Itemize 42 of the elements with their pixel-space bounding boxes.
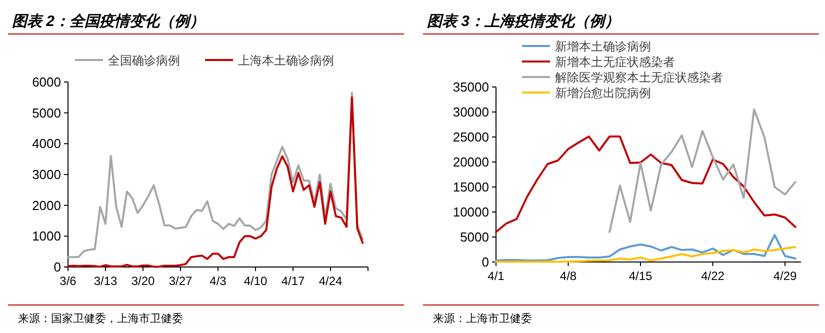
x-tick-label: 3/13	[94, 274, 118, 288]
x-tick-label: 3/20	[131, 274, 155, 288]
x-tick-label: 4/29	[773, 269, 797, 283]
x-tick-label: 4/1	[488, 269, 505, 283]
y-tick-label: 25000	[452, 130, 489, 144]
x-tick-label: 4/17	[281, 274, 305, 288]
legend-label: 全国确诊病例	[108, 54, 180, 68]
y-tick-label: 5000	[460, 230, 489, 244]
y-tick-label: 3000	[32, 167, 61, 182]
y-tick-label: 35000	[452, 80, 489, 94]
y-tick-label: 5000	[32, 105, 61, 120]
legend-label: 新增本土确诊病例	[555, 40, 651, 54]
x-tick-label: 4/10	[244, 274, 268, 288]
x-tick-label: 3/27	[168, 274, 192, 288]
y-tick-label: 4000	[32, 136, 61, 152]
y-tick-label: 2000	[32, 198, 61, 213]
legend-label: 新增本土无症状感染者	[555, 55, 675, 69]
y-tick-label: 0	[54, 260, 61, 274]
y-tick-label: 6000	[32, 74, 61, 90]
source-note: 来源：上海市卫健委	[433, 312, 532, 325]
legend-label: 解除医学观察本土无症状感染者	[555, 70, 723, 84]
y-tick-label: 15000	[452, 180, 489, 194]
line-series	[495, 136, 796, 233]
x-tick-label: 4/24	[318, 274, 342, 288]
y-tick-label: 10000	[452, 204, 489, 220]
x-tick-label: 3/6	[60, 274, 77, 288]
y-tick-label: 30000	[452, 104, 489, 120]
y-tick-label: 0	[482, 254, 489, 270]
chart-title: 图表 2：全国疫情变化（例）	[12, 12, 205, 30]
line-series	[495, 234, 796, 262]
line-series	[608, 108, 796, 233]
x-tick-label: 4/22	[701, 269, 725, 283]
source-note: 来源：国家卫健委，上海市卫健委	[18, 312, 183, 325]
legend-label: 上海本土确诊病例	[238, 54, 334, 68]
x-tick-label: 4/8	[560, 269, 577, 283]
chart-title: 图表 3：上海疫情变化（例）	[427, 12, 620, 30]
y-tick-label: 20000	[452, 154, 489, 170]
line-series	[495, 246, 796, 263]
x-tick-label: 4/3	[210, 274, 227, 288]
y-tick-label: 1000	[32, 228, 61, 244]
x-tick-label: 4/15	[628, 269, 652, 283]
legend-label: 新增治愈出院病例	[555, 86, 651, 100]
